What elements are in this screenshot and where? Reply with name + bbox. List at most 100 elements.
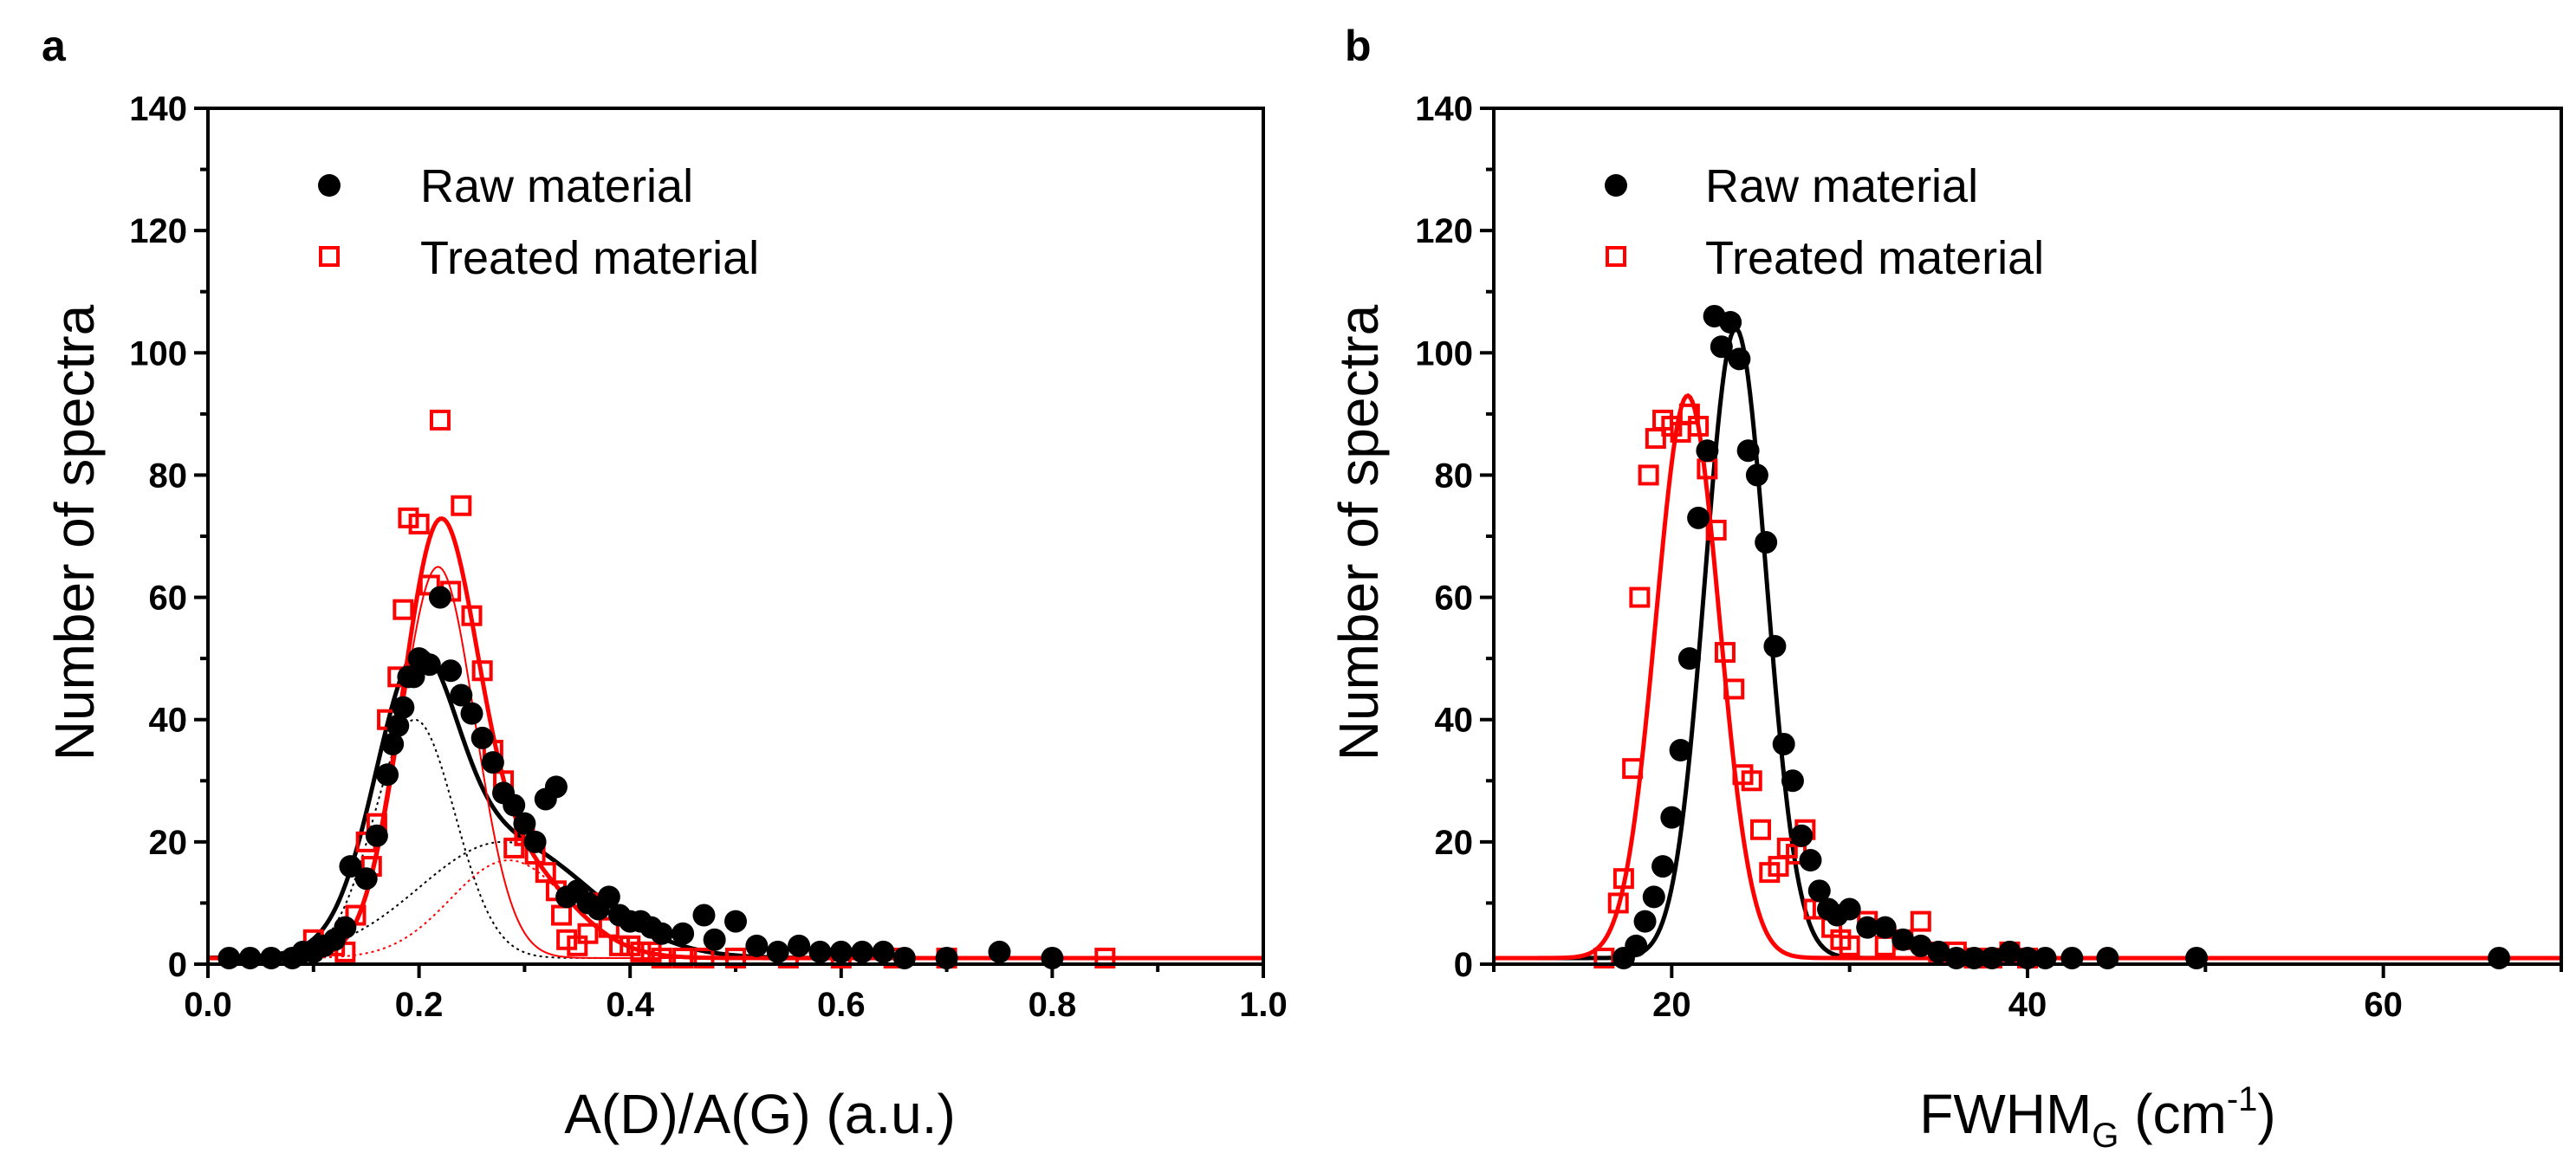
fit-curve-4 — [208, 566, 1263, 959]
legend-raw-marker — [318, 174, 341, 197]
y-tick-label: 100 — [129, 334, 187, 372]
panel-b-legend: Raw material Treated material — [1605, 160, 2044, 284]
y-tick-label: 120 — [129, 212, 187, 250]
treated-material-point — [1688, 415, 1710, 437]
raw-material-point — [428, 586, 451, 609]
raw-material-point — [334, 916, 357, 939]
x-tick-label: 40 — [2008, 986, 2047, 1024]
treated-material-point — [451, 495, 472, 516]
x-tick-label: 60 — [2364, 986, 2403, 1024]
raw-material-point — [402, 665, 425, 689]
raw-material-point — [788, 934, 811, 957]
raw-material-point — [1838, 897, 1861, 921]
panel-a-legend: Raw material Treated material — [318, 160, 759, 284]
treated-material-point — [725, 947, 746, 968]
raw-material-point — [597, 885, 620, 909]
raw-material-point — [829, 940, 853, 963]
y-tick-label: 140 — [129, 90, 187, 128]
raw-material-point — [1772, 732, 1795, 755]
raw-material-point — [1909, 934, 1932, 957]
raw-material-point — [1856, 916, 1879, 939]
panel-a-fit-curves — [207, 516, 1263, 961]
legend-raw-marker — [1605, 174, 1627, 197]
raw-material-point — [1633, 910, 1657, 933]
treated-material-point — [503, 837, 525, 858]
raw-material-point — [365, 824, 388, 847]
y-tick-label: 20 — [149, 824, 188, 862]
treated-material-point — [535, 862, 556, 884]
y-tick-label: 60 — [1435, 580, 1474, 618]
x-tick-label: 1.0 — [1239, 986, 1288, 1024]
treated-material-point — [620, 935, 641, 956]
raw-material-point — [2488, 946, 2511, 969]
raw-material-point — [851, 940, 874, 963]
raw-material-point — [238, 946, 262, 969]
raw-material-point — [260, 946, 283, 969]
legend-treated-label: Treated material — [420, 232, 759, 284]
x-tick-label: 20 — [1652, 986, 1691, 1024]
raw-material-point — [450, 683, 473, 707]
raw-material-point — [418, 653, 441, 677]
raw-material-point — [650, 922, 673, 945]
raw-material-point — [1710, 335, 1733, 359]
panel-b-x-ticks: 20 40 60 — [1492, 964, 2563, 1024]
panel-a: a Number of spectra A(D)/A(G) (a.u.) 0 20… — [42, 22, 1288, 1145]
raw-material-point — [503, 794, 526, 817]
raw-material-point — [672, 922, 695, 945]
raw-material-point — [872, 940, 895, 963]
fit-curve-2 — [207, 840, 1263, 959]
raw-material-point — [354, 867, 378, 891]
panel-b-plot-frame — [1492, 107, 2563, 966]
raw-material-point — [392, 696, 415, 719]
raw-material-point — [523, 830, 547, 853]
treated-material-point — [672, 947, 694, 968]
y-tick-label: 0 — [168, 946, 187, 984]
treated-material-point — [693, 947, 715, 968]
raw-material-point — [1891, 928, 1915, 951]
y-tick-label: 140 — [1415, 90, 1473, 128]
fit-curve-5 — [208, 859, 1263, 959]
y-tick-label: 40 — [1435, 702, 1474, 740]
x-axis-title-subscript: G — [2092, 1117, 2119, 1155]
treated-material-point — [609, 935, 631, 956]
panel-b-y-ticks: 0 20 40 60 80 100 120 140 — [1415, 90, 1494, 984]
raw-material-point — [1927, 940, 1950, 963]
raw-material-point — [386, 714, 410, 737]
raw-material-point — [766, 940, 789, 963]
raw-material-point — [892, 946, 916, 969]
treated-material-point — [1622, 758, 1644, 780]
x-axis-title-unit-close: ) — [2257, 1083, 2275, 1145]
raw-material-point — [1873, 916, 1897, 939]
raw-material-point — [703, 928, 726, 951]
panel-b-x-axis-title: FWHMG (cm-1) — [1919, 1080, 2275, 1155]
treated-material-point — [551, 904, 573, 926]
x-tick-label: 0.6 — [817, 986, 866, 1024]
treated-material-point — [556, 929, 578, 950]
treated-material-point — [1839, 935, 1860, 956]
panel-b-label: b — [1345, 22, 1372, 70]
legend-treated-label: Treated material — [1705, 232, 2044, 284]
raw-material-point — [1687, 506, 1710, 529]
x-axis-title-unit: (cm — [2119, 1083, 2226, 1145]
panel-b: b Number of spectra FWHMG (cm-1) 0 20 40 60… — [1327, 22, 2563, 1155]
raw-material-point — [1728, 347, 1751, 371]
x-axis-title-main: FWHM — [1919, 1083, 2092, 1145]
raw-material-point — [1790, 824, 1814, 847]
raw-material-point — [544, 775, 568, 799]
treated-material-point — [567, 935, 588, 956]
panel-b-data-points — [1593, 304, 2511, 969]
treated-material-point — [1910, 910, 1931, 932]
raw-material-point — [339, 855, 362, 878]
treated-material-point — [429, 409, 451, 431]
treated-material-point — [1723, 678, 1745, 700]
raw-material-point — [2096, 946, 2119, 969]
raw-material-point — [481, 751, 504, 774]
x-tick-label: 0.0 — [184, 986, 232, 1024]
raw-material-point — [745, 934, 769, 957]
legend-raw-label: Raw material — [420, 160, 693, 212]
treated-material-point — [1714, 642, 1736, 664]
treated-material-point — [471, 660, 493, 682]
panel-a-x-axis-title: A(D)/A(G) (a.u.) — [564, 1083, 956, 1145]
raw-material-point — [2034, 946, 2057, 969]
treated-material-point — [1874, 935, 1896, 956]
